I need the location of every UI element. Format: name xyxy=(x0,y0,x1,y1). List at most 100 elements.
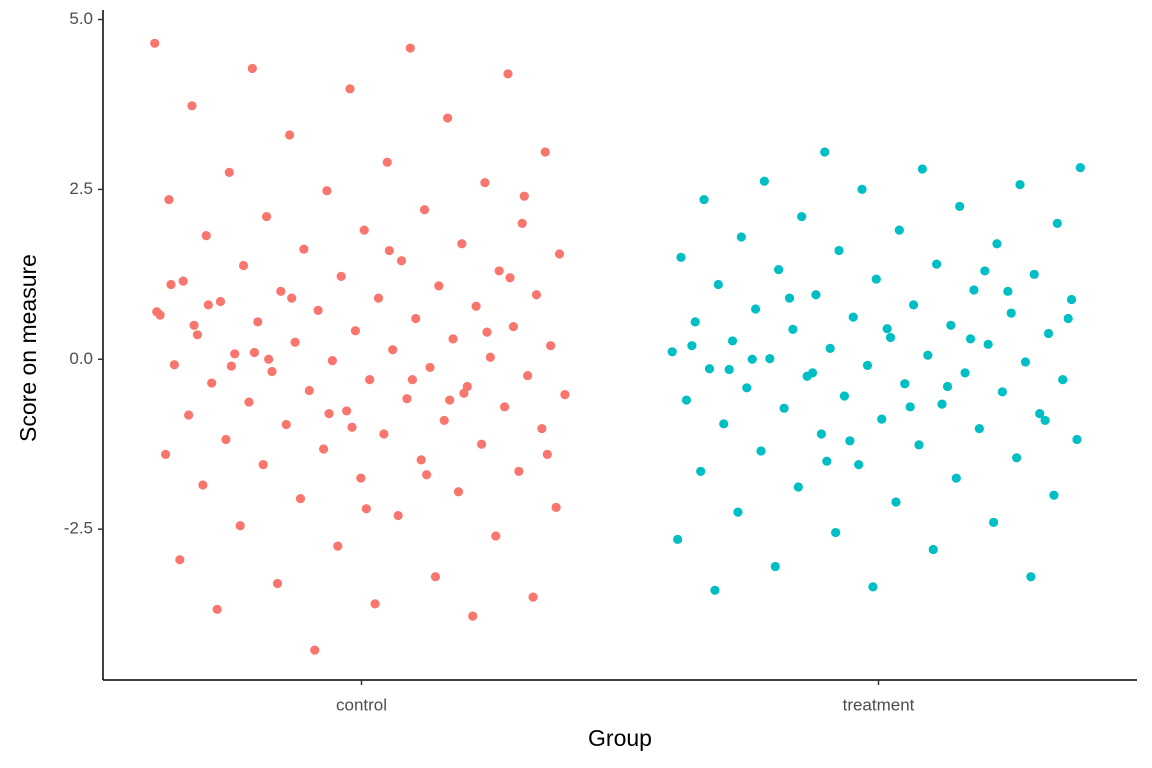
point xyxy=(1066,294,1077,305)
point xyxy=(747,354,757,364)
point xyxy=(523,370,533,381)
point xyxy=(1015,180,1025,190)
point xyxy=(551,502,561,513)
point xyxy=(908,300,919,310)
point xyxy=(160,449,171,460)
point xyxy=(476,439,487,449)
point xyxy=(310,645,320,655)
point xyxy=(253,317,263,327)
point xyxy=(384,245,394,256)
point xyxy=(905,402,915,412)
point xyxy=(687,341,697,351)
point xyxy=(779,403,789,413)
point xyxy=(247,63,257,74)
point xyxy=(342,406,352,416)
point xyxy=(491,531,501,541)
point xyxy=(960,368,970,378)
point xyxy=(871,274,881,284)
point xyxy=(839,391,850,401)
point xyxy=(822,456,832,466)
point xyxy=(318,444,329,454)
point xyxy=(690,317,700,327)
x-tick-label: treatment xyxy=(843,695,915,714)
point xyxy=(862,360,873,370)
point xyxy=(347,422,357,432)
point xyxy=(350,326,361,336)
point xyxy=(422,470,432,480)
point xyxy=(681,395,692,405)
point xyxy=(249,347,260,358)
point xyxy=(290,337,300,347)
point xyxy=(373,293,384,303)
point xyxy=(923,350,933,360)
point xyxy=(820,147,830,157)
point xyxy=(696,466,706,476)
point xyxy=(272,578,283,589)
point xyxy=(724,364,734,375)
point xyxy=(914,440,924,450)
point xyxy=(485,352,495,362)
y-tick-label: 2.5 xyxy=(69,179,93,198)
point xyxy=(811,290,821,300)
point xyxy=(184,410,194,420)
point xyxy=(505,273,515,283)
point xyxy=(514,466,524,476)
point xyxy=(946,320,956,330)
point xyxy=(733,507,743,517)
point xyxy=(407,375,417,385)
point xyxy=(727,336,738,346)
point xyxy=(425,362,435,373)
point xyxy=(356,473,366,483)
point xyxy=(224,167,234,178)
point xyxy=(1020,357,1031,367)
point xyxy=(345,84,355,94)
point xyxy=(482,327,492,337)
point xyxy=(951,473,961,483)
point xyxy=(393,510,403,521)
point xyxy=(192,330,203,340)
point xyxy=(848,312,858,322)
point xyxy=(1052,218,1062,228)
point xyxy=(198,480,208,490)
point xyxy=(1063,313,1073,324)
point xyxy=(230,349,240,359)
point xyxy=(396,256,407,266)
point xyxy=(1058,375,1068,385)
point xyxy=(462,381,472,392)
point xyxy=(797,211,807,222)
point xyxy=(868,582,878,592)
point xyxy=(175,555,185,565)
point xyxy=(770,561,780,572)
point xyxy=(1029,269,1039,279)
point xyxy=(965,334,976,344)
point xyxy=(955,201,965,211)
point xyxy=(166,279,176,290)
point xyxy=(333,541,343,551)
point xyxy=(494,266,504,276)
x-axis-title: Group xyxy=(588,725,652,751)
point xyxy=(419,205,430,215)
point xyxy=(937,399,947,409)
point xyxy=(285,130,295,140)
point xyxy=(443,113,453,123)
point xyxy=(854,459,864,470)
point xyxy=(750,304,761,314)
point xyxy=(164,194,174,205)
point xyxy=(759,176,769,186)
y-tick-label: 0.0 xyxy=(69,349,93,368)
point xyxy=(845,436,855,446)
point xyxy=(554,249,565,259)
point xyxy=(713,279,723,290)
point xyxy=(508,322,518,332)
point xyxy=(676,252,686,262)
point xyxy=(719,419,729,429)
point xyxy=(894,225,904,235)
point xyxy=(710,585,720,595)
point xyxy=(324,409,334,419)
point xyxy=(405,43,415,53)
point xyxy=(877,414,887,424)
point xyxy=(434,281,444,291)
point xyxy=(281,419,291,430)
point xyxy=(258,459,268,470)
